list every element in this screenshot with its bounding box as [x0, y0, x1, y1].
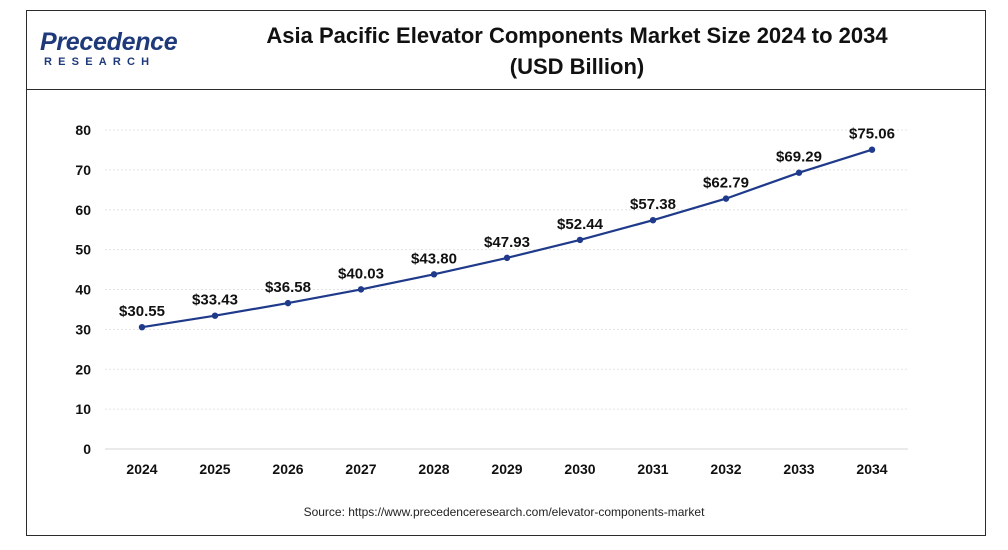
data-label-2031: $57.38	[630, 196, 676, 213]
x-tick-label-2026: 2026	[272, 461, 303, 477]
logo-sub: RESEARCH	[44, 56, 156, 68]
chart-title: Asia Pacific Elevator Components Market …	[212, 20, 942, 82]
data-point-2030	[576, 236, 584, 244]
y-tick-label-10: 10	[75, 401, 91, 417]
header-divider	[26, 89, 986, 90]
y-tick-label-50: 50	[75, 242, 91, 258]
data-point-2032	[722, 195, 730, 202]
data-point-2027	[357, 286, 365, 293]
data-label-2025: $33.43	[192, 292, 238, 309]
y-tick-label-40: 40	[75, 282, 91, 298]
data-label-2028: $43.80	[411, 250, 457, 267]
y-tick-label-60: 60	[75, 202, 91, 218]
y-tick-label-80: 80	[75, 122, 91, 138]
chart-frame	[26, 10, 986, 536]
x-tick-label-2028: 2028	[418, 461, 449, 477]
data-point-2028	[430, 271, 438, 278]
data-point-2024	[138, 323, 146, 331]
data-label-2024: $30.55	[119, 303, 165, 320]
y-tick-label-70: 70	[75, 162, 91, 178]
data-point-2025	[211, 312, 219, 319]
data-label-2027: $40.03	[338, 265, 384, 282]
logo-name: Precedence	[40, 28, 178, 56]
data-label-2029: $47.93	[484, 234, 530, 251]
x-tick-label-2032: 2032	[710, 461, 741, 477]
data-point-2029	[503, 254, 511, 262]
data-label-2033: $69.29	[776, 149, 822, 166]
source-note: Source: https://www.precedenceresearch.c…	[303, 505, 705, 519]
data-label-2030: $52.44	[557, 216, 604, 233]
y-tick-label-20: 20	[75, 361, 91, 377]
data-point-2031	[649, 216, 657, 224]
data-point-2034	[868, 146, 876, 153]
x-tick-label-2030: 2030	[564, 461, 595, 477]
y-tick-label-30: 30	[75, 321, 91, 337]
x-tick-label-2034: 2034	[856, 461, 887, 477]
data-label-2032: $62.79	[703, 175, 749, 192]
x-tick-label-2027: 2027	[345, 461, 376, 477]
chart-title-line2: (USD Billion)	[509, 54, 645, 79]
data-label-2026: $36.58	[265, 279, 311, 296]
data-point-2033	[795, 169, 803, 176]
chart-title-line1: Asia Pacific Elevator Components Market …	[266, 23, 888, 48]
x-tick-label-2024: 2024	[126, 461, 157, 477]
x-tick-label-2025: 2025	[199, 461, 230, 477]
logo: Precedence RESEARCH	[40, 28, 190, 74]
data-point-2026	[284, 299, 292, 307]
data-label-2034: $75.06	[849, 126, 895, 143]
x-tick-label-2033: 2033	[783, 461, 814, 477]
x-tick-label-2031: 2031	[637, 461, 668, 477]
x-tick-label-2029: 2029	[491, 461, 522, 477]
y-tick-label-0: 0	[83, 441, 91, 457]
